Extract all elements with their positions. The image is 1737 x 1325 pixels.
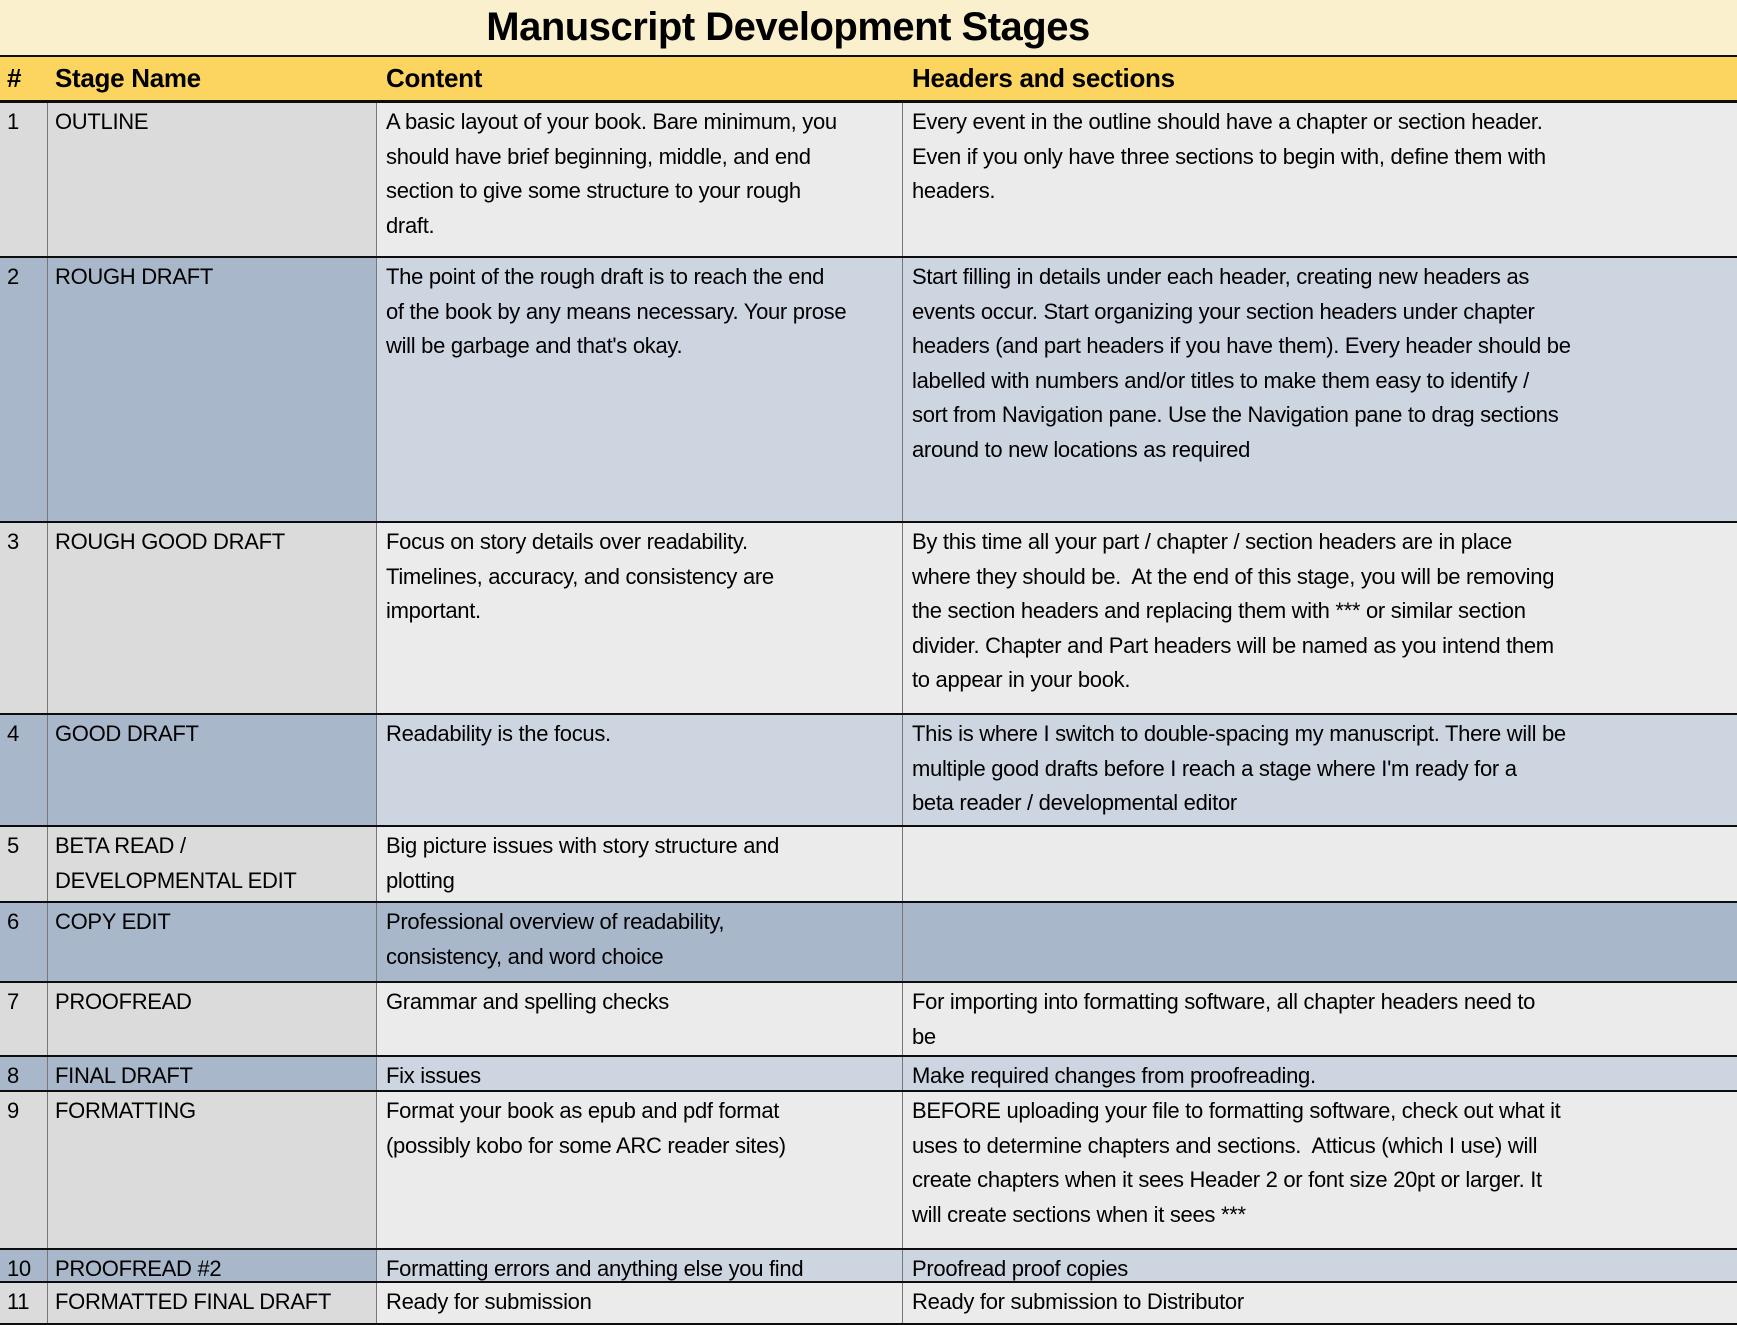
- stage-name-cell: FORMATTING: [48, 1092, 377, 1248]
- table-row: 6 COPY EDIT Professional overview of rea…: [0, 903, 1737, 983]
- content-cell: Formatting errors and anything else you …: [377, 1250, 903, 1281]
- content-cell: Big picture issues with story structure …: [377, 827, 903, 901]
- stage-name-cell: PROOFREAD: [48, 983, 377, 1055]
- table-row: 4 GOOD DRAFT Readability is the focus. T…: [0, 715, 1737, 827]
- content-cell: The point of the rough draft is to reach…: [377, 258, 903, 521]
- headers-and-sections-cell: Make required changes from proofreading.: [903, 1057, 1737, 1090]
- content-cell: Ready for submission: [377, 1283, 903, 1323]
- row-number-cell: 6: [0, 903, 48, 981]
- table-row: 5 BETA READ / DEVELOPMENTAL EDIT Big pic…: [0, 827, 1737, 903]
- table-row: 1 OUTLINE A basic layout of your book. B…: [0, 103, 1737, 258]
- row-number-cell: 9: [0, 1092, 48, 1248]
- column-header-content: Content: [386, 63, 483, 93]
- headers-and-sections-cell: Every event in the outline should have a…: [903, 103, 1737, 256]
- row-number-cell: 5: [0, 827, 48, 901]
- content-cell: A basic layout of your book. Bare minimu…: [377, 103, 903, 256]
- row-number-cell: 3: [0, 523, 48, 713]
- column-header-number: #: [7, 63, 22, 93]
- table-row: 2 ROUGH DRAFT The point of the rough dra…: [0, 258, 1737, 523]
- stage-name-cell: PROOFREAD #2: [48, 1250, 377, 1281]
- row-number-cell: 8: [0, 1057, 48, 1090]
- stage-name-cell: BETA READ / DEVELOPMENTAL EDIT: [48, 827, 377, 901]
- headers-and-sections-cell: This is where I switch to double-spacing…: [903, 715, 1737, 825]
- content-cell: Readability is the focus.: [377, 715, 903, 825]
- table-row: 8 FINAL DRAFT Fix issues Make required c…: [0, 1057, 1737, 1092]
- row-number-cell: 2: [0, 258, 48, 521]
- stage-name-cell: GOOD DRAFT: [48, 715, 377, 825]
- column-header-stage-name: Stage Name: [55, 63, 201, 93]
- content-cell: Fix issues: [377, 1057, 903, 1090]
- table-row: 3 ROUGH GOOD DRAFT Focus on story detail…: [0, 523, 1737, 715]
- table-row: 10 PROOFREAD #2 Formatting errors and an…: [0, 1250, 1737, 1283]
- stage-name-cell: FORMATTED FINAL DRAFT: [48, 1283, 377, 1323]
- page-title: Manuscript Development Stages: [486, 5, 1090, 49]
- headers-and-sections-cell: Start filling in details under each head…: [903, 258, 1737, 521]
- row-number-cell: 10: [0, 1250, 48, 1281]
- stage-name-cell: COPY EDIT: [48, 903, 377, 981]
- stage-name-cell: ROUGH GOOD DRAFT: [48, 523, 377, 713]
- headers-and-sections-cell: Ready for submission to Distributor: [903, 1283, 1737, 1323]
- content-cell: Grammar and spelling checks: [377, 983, 903, 1055]
- table-body: 1 OUTLINE A basic layout of your book. B…: [0, 103, 1737, 1325]
- headers-and-sections-cell: By this time all your part / chapter / s…: [903, 523, 1737, 713]
- headers-and-sections-cell: BEFORE uploading your file to formatting…: [903, 1092, 1737, 1248]
- stage-name-cell: OUTLINE: [48, 103, 377, 256]
- content-cell: Professional overview of readability, co…: [377, 903, 903, 981]
- content-cell: Format your book as epub and pdf format …: [377, 1092, 903, 1248]
- row-number-cell: 11: [0, 1283, 48, 1323]
- table-header-row: # Stage Name Content Headers and section…: [0, 57, 1737, 103]
- table-row: 11 FORMATTED FINAL DRAFT Ready for submi…: [0, 1283, 1737, 1325]
- title-bar: Manuscript Development Stages: [0, 0, 1737, 57]
- stage-name-cell: ROUGH DRAFT: [48, 258, 377, 521]
- headers-and-sections-cell: [903, 827, 1737, 901]
- headers-and-sections-cell: Proofread proof copies: [903, 1250, 1737, 1281]
- headers-and-sections-cell: [903, 903, 1737, 981]
- headers-and-sections-cell: For importing into formatting software, …: [903, 983, 1737, 1055]
- row-number-cell: 7: [0, 983, 48, 1055]
- row-number-cell: 1: [0, 103, 48, 256]
- table-row: 7 PROOFREAD Grammar and spelling checks …: [0, 983, 1737, 1057]
- row-number-cell: 4: [0, 715, 48, 825]
- content-cell: Focus on story details over readability.…: [377, 523, 903, 713]
- column-header-headers-and-sections: Headers and sections: [912, 63, 1175, 93]
- stage-name-cell: FINAL DRAFT: [48, 1057, 377, 1090]
- table-row: 9 FORMATTING Format your book as epub an…: [0, 1092, 1737, 1250]
